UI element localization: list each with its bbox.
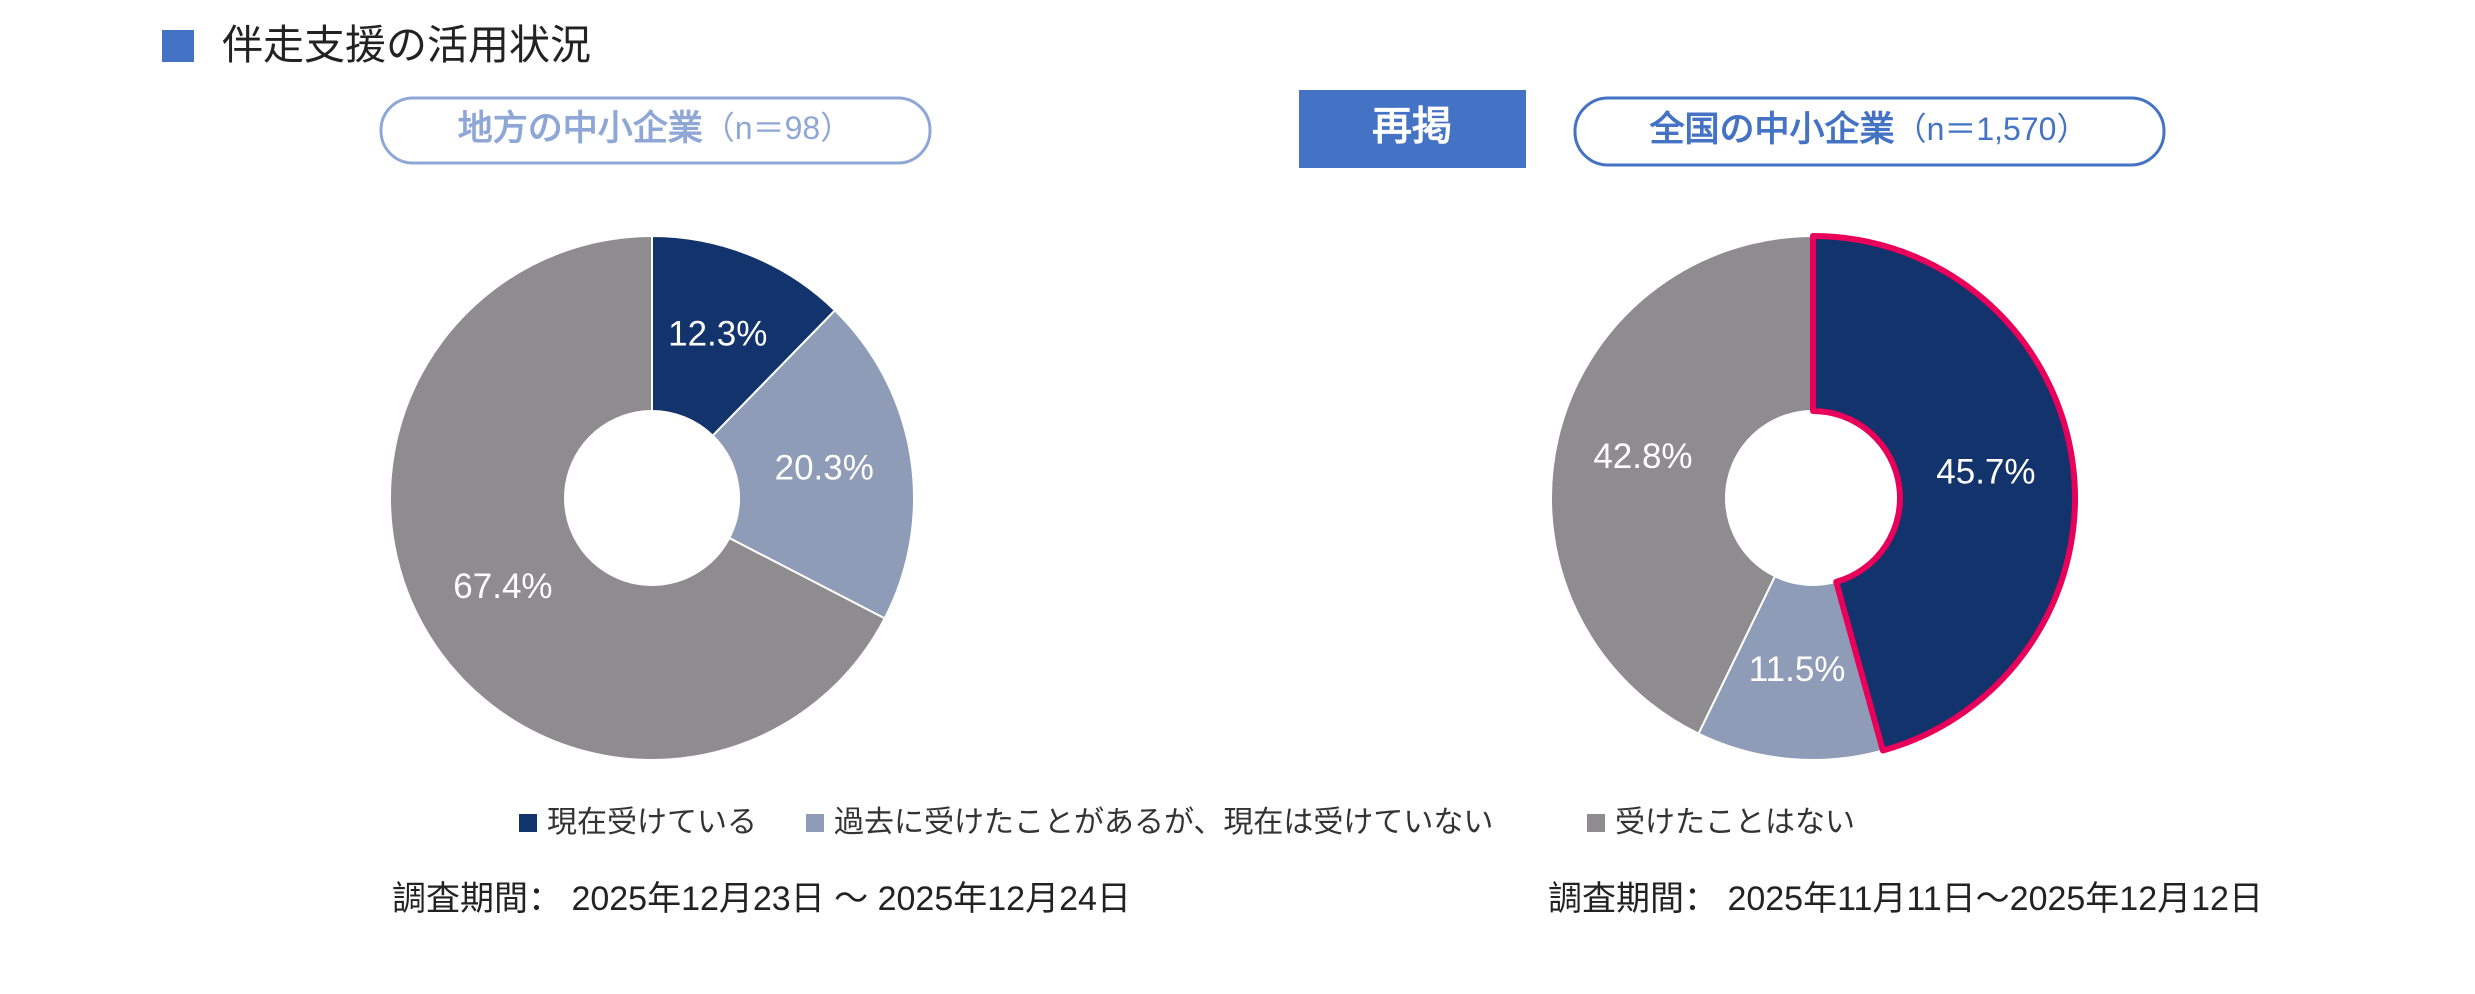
page-title: 伴走支援の活用状況	[222, 22, 591, 68]
data-label: 20.3%	[775, 448, 874, 487]
badge-text: 再掲	[1372, 105, 1452, 149]
donut-slice	[651, 234, 837, 438]
survey-period: 調査期間： 2025年12月23日 ～ 2025年12月24日	[392, 880, 1131, 918]
highlight-outline	[1810, 233, 2078, 754]
data-label: 67.4%	[453, 567, 552, 606]
chart-header: 地方の中小企業（n＝98）	[458, 108, 852, 148]
chart-title: 全国の中小企業	[1649, 109, 1895, 149]
legend-label: 受けたことはない	[1615, 806, 1855, 839]
legend-swatch	[1587, 814, 1605, 832]
donut-slice	[389, 234, 887, 761]
donut-slice	[1697, 574, 1885, 761]
chart-subtitle: （n＝1,570）	[1895, 111, 2089, 147]
header-pill	[1573, 96, 2166, 167]
donut-slice	[1550, 234, 1814, 735]
survey-period: 調査期間： 2025年11月11日～2025年12月12日	[1548, 880, 2263, 918]
data-label: 42.8%	[1593, 437, 1692, 476]
chart-subtitle: （n＝98）	[703, 110, 852, 146]
header-pill	[379, 96, 932, 165]
data-label: 12.3%	[668, 315, 767, 354]
chart-title: 地方の中小企業	[458, 108, 703, 148]
legend-label: 過去に受けたことがあるが、現在は受けていない	[834, 806, 1493, 839]
chart-header: 全国の中小企業（n＝1,570）	[1649, 109, 2089, 149]
data-label: 45.7%	[1936, 453, 2035, 492]
legend-label: 現在受けている	[547, 806, 757, 839]
title-bullet	[162, 30, 194, 62]
legend-swatch	[519, 814, 537, 832]
badge	[1299, 90, 1526, 168]
legend-swatch	[806, 814, 824, 832]
donut-slice	[711, 309, 915, 620]
data-label: 11.5%	[1749, 650, 1846, 689]
